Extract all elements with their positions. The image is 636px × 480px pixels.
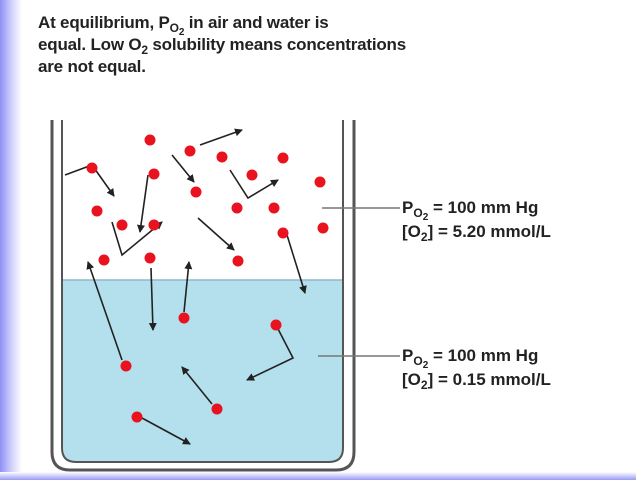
label-text: ] = 5.20 mmol/L bbox=[427, 222, 551, 241]
caption-text: equal. Low O bbox=[38, 35, 142, 54]
label-text: = 100 mm Hg bbox=[432, 198, 539, 217]
caption-text: in air and water is bbox=[188, 13, 329, 32]
subscript-text: 2 bbox=[422, 360, 429, 371]
label-text: ] = 0.15 mmol/L bbox=[427, 370, 551, 389]
water-label: PO2 = 100 mm Hg [O2] = 0.15 mmol/L bbox=[402, 344, 551, 392]
oxygen-molecules bbox=[86, 134, 329, 423]
subscript-text: 2 bbox=[178, 27, 185, 38]
label-text: [O bbox=[402, 222, 421, 241]
subscript-text: 2 bbox=[422, 212, 429, 223]
subscript-text: 2 bbox=[420, 378, 428, 392]
subscript-text: O bbox=[169, 21, 179, 35]
subscript-text: 2 bbox=[141, 43, 148, 57]
beaker-outer bbox=[50, 120, 356, 472]
subscript-text: O bbox=[413, 206, 423, 220]
subscript-text: O bbox=[413, 354, 423, 368]
label-text: [O bbox=[402, 370, 421, 389]
caption-text: At equilibrium, P bbox=[38, 13, 170, 32]
label-text: P bbox=[402, 346, 414, 365]
beaker-inner bbox=[61, 120, 344, 463]
label-text: = 100 mm Hg bbox=[432, 346, 539, 365]
subscript: O2 bbox=[169, 21, 185, 38]
subscript-text: 2 bbox=[420, 230, 428, 244]
molecule-paths bbox=[64, 128, 307, 445]
label-text: P bbox=[402, 198, 414, 217]
subscript: O2 bbox=[413, 206, 429, 223]
bottom-band bbox=[0, 472, 636, 480]
air-label: PO2 = 100 mm Hg [O2] = 5.20 mmol/L bbox=[402, 196, 551, 244]
subscript: O2 bbox=[413, 354, 429, 371]
caption: At equilibrium, PO2 in air and water is … bbox=[38, 12, 406, 78]
caption-text: are not equal. bbox=[38, 57, 146, 76]
caption-text: solubility means concentrations bbox=[152, 35, 406, 54]
